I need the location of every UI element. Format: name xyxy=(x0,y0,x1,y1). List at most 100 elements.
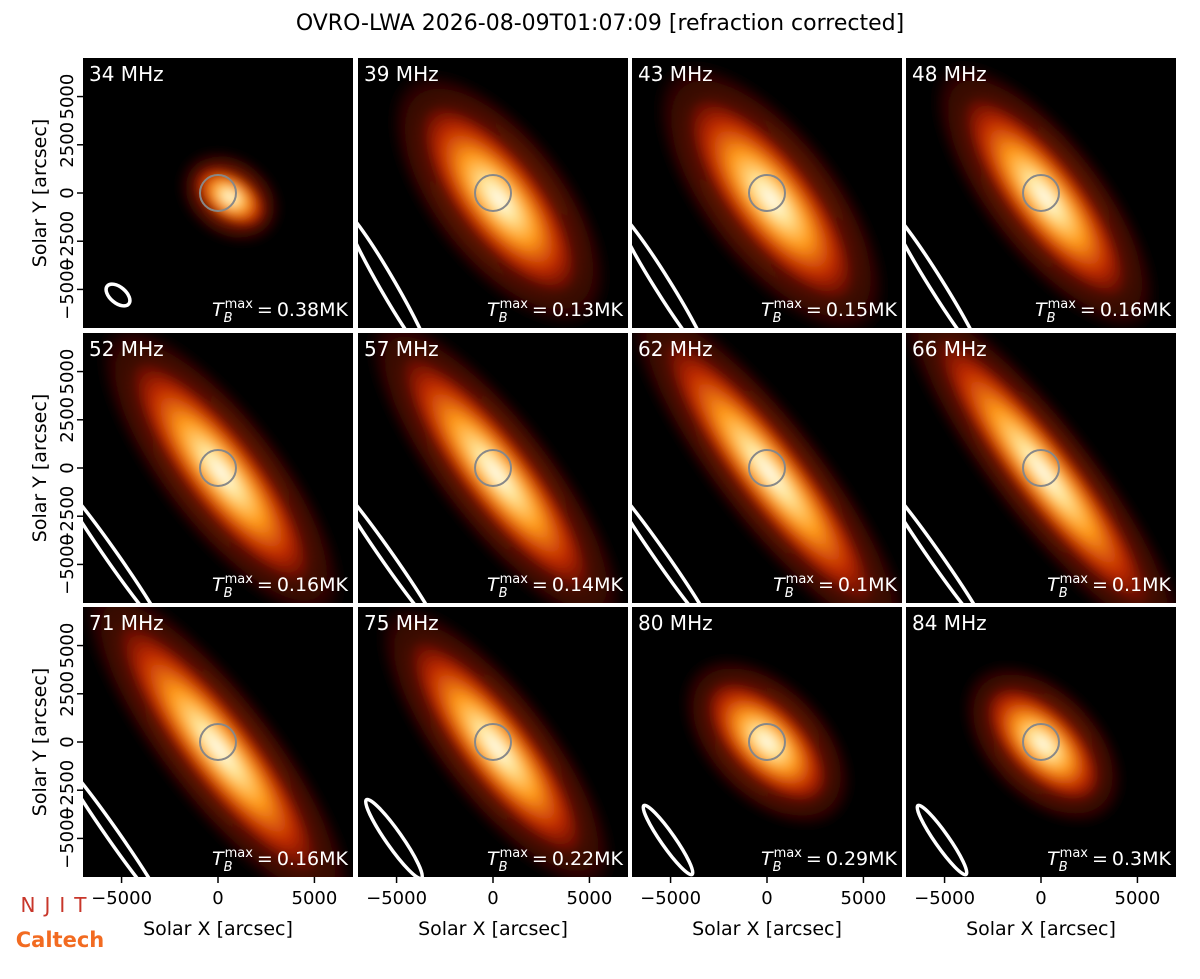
panel xyxy=(83,58,353,328)
tb-relation: = xyxy=(1080,299,1096,321)
emission-core xyxy=(413,96,585,302)
panel xyxy=(83,333,353,603)
y-tick-label: 0 xyxy=(57,187,78,198)
tb-relation: = xyxy=(257,848,273,870)
tb-symbol: T xyxy=(212,848,225,870)
tb-max-label: TBmax = 0.14MK xyxy=(487,572,623,601)
y-tick-label: −5000 xyxy=(57,808,78,869)
emission-core xyxy=(955,87,1135,307)
x-tick-label: −5000 xyxy=(914,888,975,909)
tb-superscript: max xyxy=(786,572,815,587)
tb-superscript: max xyxy=(225,297,254,312)
emission-core xyxy=(189,162,271,232)
panel xyxy=(358,58,628,328)
tb-max-value: 0.38MK xyxy=(277,299,349,321)
tb-subscript: B xyxy=(1047,311,1056,326)
solar-disk xyxy=(748,723,786,761)
tb-max-value: 0.3MK xyxy=(1112,848,1172,870)
solar-disk xyxy=(748,174,786,212)
tb-superscript: max xyxy=(774,297,803,312)
beam xyxy=(632,210,710,328)
emission-core xyxy=(699,674,835,810)
tb-subscript: B xyxy=(499,860,508,875)
tb-symbol: T xyxy=(1047,848,1060,870)
tb-relation: = xyxy=(806,299,822,321)
logo-caltech: Caltech xyxy=(16,928,104,952)
tb-subscript: B xyxy=(224,311,233,326)
y-tick-label: 5000 xyxy=(57,623,78,669)
y-axis-label: Solar Y [arcsec] xyxy=(29,668,51,816)
emission xyxy=(374,607,618,877)
emission-core xyxy=(108,611,328,877)
frequency-label: 66 MHz xyxy=(912,337,987,361)
solar-disk xyxy=(199,174,237,212)
emission-core xyxy=(925,333,1161,603)
x-axis-label: Solar X [arcsec] xyxy=(692,918,842,940)
tb-max-value: 0.16MK xyxy=(277,574,349,596)
y-tick-label: 5000 xyxy=(57,74,78,120)
x-tick-label: 0 xyxy=(1035,888,1046,909)
y-axis-label: Solar Y [arcsec] xyxy=(29,119,51,267)
solar-disk xyxy=(474,174,512,212)
emission xyxy=(652,58,890,328)
beam xyxy=(632,482,716,603)
solar-disk xyxy=(199,449,237,487)
tb-max-label: TBmax = 0.16MK xyxy=(212,846,348,875)
tb-subscript: B xyxy=(224,586,233,601)
panel xyxy=(358,607,628,877)
solar-disk xyxy=(1022,174,1060,212)
tb-max-label: TBmax = 0.16MK xyxy=(212,572,348,601)
beam xyxy=(915,803,969,877)
x-tick-label: 5000 xyxy=(841,888,887,909)
y-tick-label: −2500 xyxy=(57,486,78,547)
x-tick-label: 0 xyxy=(212,888,223,909)
x-tick-label: 5000 xyxy=(1115,888,1161,909)
x-tick-label: 5000 xyxy=(567,888,613,909)
tb-relation: = xyxy=(257,574,273,596)
emission xyxy=(95,333,347,603)
frequency-label: 71 MHz xyxy=(89,611,164,635)
y-axis-label: Solar Y [arcsec] xyxy=(29,394,51,542)
tb-max-value: 0.14MK xyxy=(552,574,624,596)
frequency-label: 48 MHz xyxy=(912,62,987,86)
tb-relation: = xyxy=(818,574,834,596)
tb-superscript: max xyxy=(1060,572,1089,587)
beam xyxy=(906,210,984,328)
tb-symbol: T xyxy=(487,574,500,596)
frequency-label: 39 MHz xyxy=(364,62,439,86)
panel xyxy=(632,58,902,328)
emission xyxy=(387,68,611,328)
beam xyxy=(363,797,425,877)
beam xyxy=(104,282,132,308)
tb-max-label: TBmax = 0.1MK xyxy=(1047,572,1171,601)
tb-subscript: B xyxy=(499,586,508,601)
y-tick-label: −2500 xyxy=(57,760,78,821)
panel xyxy=(632,607,902,877)
tb-symbol: T xyxy=(212,574,225,596)
emission xyxy=(960,661,1126,827)
solar-disk xyxy=(474,723,512,761)
tb-symbol: T xyxy=(761,299,774,321)
panel xyxy=(906,607,1176,877)
x-tick-label: 0 xyxy=(761,888,772,909)
tb-subscript: B xyxy=(1059,860,1068,875)
beam xyxy=(641,803,695,877)
frequency-label: 57 MHz xyxy=(364,337,439,361)
beam xyxy=(358,482,442,603)
x-tick-label: −5000 xyxy=(640,888,701,909)
x-tick-label: 0 xyxy=(487,888,498,909)
solar-disk xyxy=(1022,723,1060,761)
x-tick-label: −5000 xyxy=(91,888,152,909)
x-tick-label: 5000 xyxy=(292,888,338,909)
y-tick-label: 2500 xyxy=(57,122,78,168)
panel xyxy=(906,58,1176,328)
frequency-label: 34 MHz xyxy=(89,62,164,86)
tb-symbol: T xyxy=(1035,299,1048,321)
emission xyxy=(929,58,1161,328)
tb-subscript: B xyxy=(499,311,508,326)
tb-superscript: max xyxy=(1060,846,1089,861)
emission-core xyxy=(679,88,863,310)
x-axis-label: Solar X [arcsec] xyxy=(143,918,293,940)
tb-max-label: TBmax = 0.3MK xyxy=(1047,846,1171,875)
